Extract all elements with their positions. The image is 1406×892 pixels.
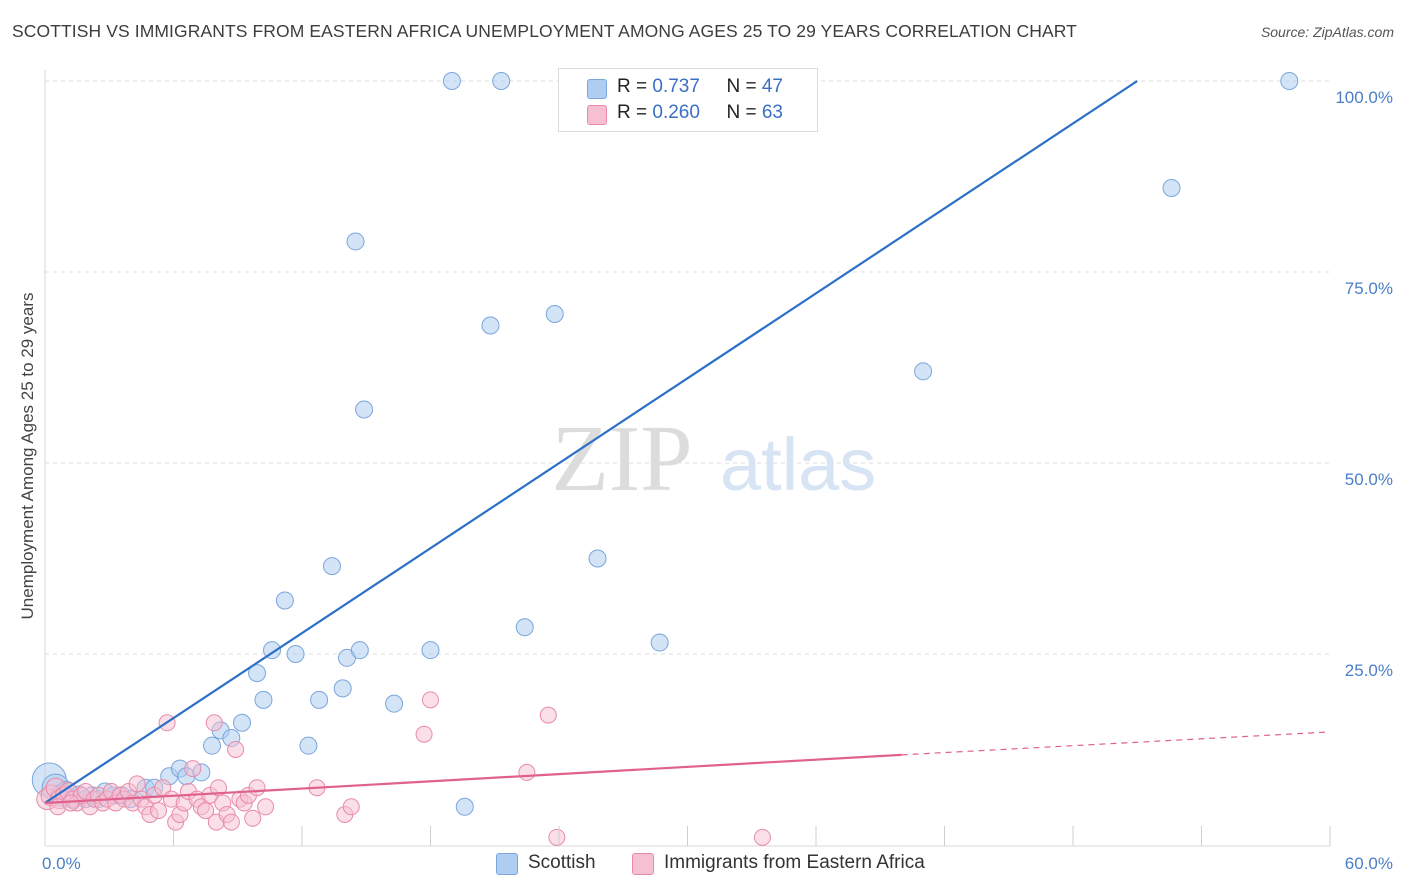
point-scottish xyxy=(385,694,404,713)
source-credit: Source: ZipAtlas.com xyxy=(1260,24,1394,40)
legend-r-value-scottish: 0.737 xyxy=(652,76,700,97)
points-layer xyxy=(31,72,1299,846)
trendline-scottish xyxy=(44,80,1138,804)
point-immigrants xyxy=(205,714,223,732)
x-tick-label: 60.0% xyxy=(1345,854,1393,873)
point-scottish xyxy=(350,641,369,660)
point-immigrants xyxy=(222,813,240,831)
legend-n-value-scottish: 47 xyxy=(761,76,783,97)
point-immigrants xyxy=(539,706,557,724)
point-scottish xyxy=(481,316,500,335)
point-immigrants xyxy=(184,760,202,778)
legend-swatch-scottish xyxy=(587,79,607,99)
point-immigrants xyxy=(244,809,262,827)
point-immigrants xyxy=(548,828,566,846)
point-scottish xyxy=(233,713,252,732)
bottom-legend-swatch-scottish xyxy=(496,853,518,875)
point-scottish xyxy=(492,72,511,90)
point-immigrants xyxy=(518,763,536,781)
point-scottish xyxy=(203,736,222,755)
y-tick-label: 75.0% xyxy=(1345,279,1393,298)
point-scottish xyxy=(588,549,607,568)
point-scottish xyxy=(1280,72,1299,90)
point-scottish xyxy=(1162,178,1181,197)
ticks-layer: 25.0% 50.0% 75.0% 100.0% 0.0% 60.0% xyxy=(42,88,1393,873)
point-scottish xyxy=(248,664,267,683)
point-scottish xyxy=(515,618,534,637)
point-immigrants xyxy=(248,779,266,797)
point-scottish xyxy=(275,591,294,610)
bottom-legend-label-scottish: Scottish xyxy=(528,852,596,873)
point-scottish xyxy=(346,232,365,251)
bottom-legend-label-immigrants: Immigrants from Eastern Africa xyxy=(664,852,925,873)
point-scottish xyxy=(650,633,669,652)
legend-r-label: R = xyxy=(617,76,653,97)
chart-title: SCOTTISH VS IMMIGRANTS FROM EASTERN AFRI… xyxy=(12,21,1077,41)
point-scottish xyxy=(545,305,564,324)
point-scottish xyxy=(914,362,933,381)
point-scottish xyxy=(286,645,305,663)
point-immigrants xyxy=(227,741,245,758)
stats-legend: R = 0.737 N = 47 R = 0.260 N = 63 xyxy=(558,68,818,132)
point-scottish xyxy=(421,641,440,660)
legend-n-label: N = xyxy=(726,102,762,123)
legend-r-label: R = xyxy=(617,102,653,123)
legend-r-value-immigrants: 0.260 xyxy=(652,102,700,123)
x-tick-label: 0.0% xyxy=(42,854,81,873)
legend-swatch-immigrants xyxy=(587,105,607,125)
trendline-immigrants-extension xyxy=(901,731,1331,756)
trend-layer xyxy=(44,80,1331,805)
point-immigrants xyxy=(150,802,168,820)
point-immigrants xyxy=(257,798,275,816)
bottom-legend-swatch-immigrants xyxy=(632,853,654,875)
point-scottish xyxy=(355,400,374,419)
point-immigrants xyxy=(342,798,360,816)
point-immigrants xyxy=(753,828,771,846)
point-scottish xyxy=(442,72,461,90)
trendline-immigrants xyxy=(44,753,902,805)
point-immigrants xyxy=(422,691,439,709)
y-tick-label: 25.0% xyxy=(1345,661,1393,680)
point-immigrants xyxy=(415,725,433,743)
point-immigrants xyxy=(128,775,146,793)
watermark-atlas: atlas xyxy=(720,423,876,506)
point-scottish xyxy=(322,557,341,576)
legend-n-value-immigrants: 63 xyxy=(761,102,783,123)
y-axis-label: Unemployment Among Ages 25 to 29 years xyxy=(18,293,37,620)
watermark-zip: ZIP xyxy=(552,407,693,511)
point-scottish xyxy=(299,736,318,755)
legend-n-label: N = xyxy=(726,76,762,97)
point-scottish xyxy=(254,690,273,709)
y-tick-label: 100.0% xyxy=(1335,88,1393,107)
point-scottish xyxy=(310,690,329,709)
y-tick-label: 50.0% xyxy=(1345,470,1393,489)
point-scottish xyxy=(333,679,352,698)
watermark: ZIP atlas xyxy=(552,407,877,511)
point-immigrants xyxy=(62,794,80,812)
point-scottish xyxy=(455,797,474,816)
